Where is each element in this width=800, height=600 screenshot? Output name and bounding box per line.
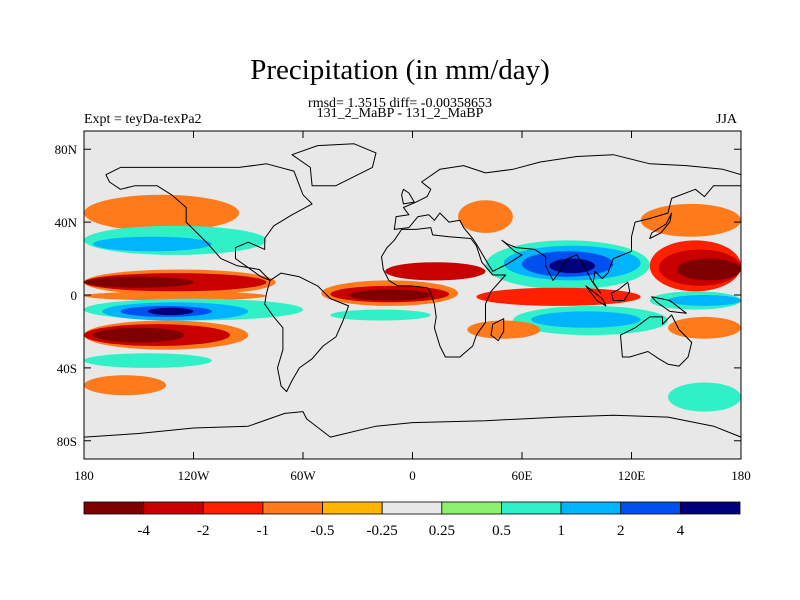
colorbar-box [381, 501, 443, 515]
coastline-africa [381, 227, 507, 358]
x-tick-label: 120E [618, 468, 646, 483]
nh-pacific-dry-band [84, 194, 240, 232]
coastline-borneo [610, 281, 631, 301]
w-pacific-dry-core [677, 258, 741, 281]
coastline-eurasia [393, 154, 741, 294]
southern-ocean-moist [668, 382, 741, 412]
mideast-dry [458, 200, 513, 234]
colorbar-label: -0.5 [311, 523, 335, 539]
sh-midlat-moist-band [84, 353, 212, 368]
nw-pacific-dry-band [640, 203, 741, 237]
sh-midlat-dry-band [84, 375, 167, 396]
eq-pacific-dry-rim [84, 291, 267, 301]
map-field [84, 131, 741, 459]
x-tick-label: 120W [178, 468, 211, 483]
x-tick-label: 180 [74, 468, 94, 483]
sh-pacific-moist-peak [147, 307, 194, 316]
colorbar-box [322, 501, 383, 515]
sahel-dry [385, 262, 486, 281]
y-tick-label: 80N [55, 142, 78, 157]
s-indian-moist-core [531, 311, 641, 328]
colorbar-label: -4 [137, 523, 150, 539]
colorbar-box [262, 501, 323, 515]
colorbar-label: 0.25 [429, 523, 455, 539]
colorbar-label: 1 [557, 523, 565, 539]
colorbar-box [83, 501, 145, 515]
colorbar: -4 -2 -1 -0.5 -0.25 0.25 0.5 1 2 4 [83, 501, 741, 539]
coastline-sumatra [585, 285, 607, 307]
y-tick-label: 0 [71, 288, 78, 303]
colorbar-label: 0.5 [492, 523, 511, 539]
coastline-antarctica [84, 411, 741, 459]
coastline-australia [620, 314, 693, 367]
colorbar-label: 2 [617, 523, 625, 539]
colorbar-label: 4 [677, 523, 685, 539]
coastline-greenland [291, 143, 377, 187]
colorbar-label: -2 [197, 523, 210, 539]
x-tick-label: 180 [731, 468, 751, 483]
colorbar-box [441, 501, 502, 515]
itcz-pacific-core [84, 276, 194, 288]
x-tick-label: 0 [409, 468, 416, 483]
colorbar-box [202, 501, 264, 515]
season-label: JJA [716, 112, 738, 127]
axes: 180 120W 60W 0 60E 120E 180 80N 40N 0 40S 80S [55, 131, 751, 483]
coastline-uk [401, 188, 415, 205]
stats-subtitle: rmsd= 1.3515 diff= -0.00358653 [308, 96, 492, 111]
w-pacific-eq-moist-core [668, 295, 741, 306]
atlantic-dry-core [348, 289, 431, 301]
coastline-south-america [264, 272, 350, 393]
coastline-japan [649, 212, 673, 239]
y-tick-label: 40S [57, 361, 77, 376]
coastline-madagascar [490, 318, 505, 342]
sw-pacific-dry [668, 316, 741, 339]
chart-title: Precipitation (in mm/day) [250, 54, 550, 86]
x-tick-label: 60E [512, 468, 533, 483]
colorbar-label: -0.25 [367, 523, 398, 539]
colorbar-box [679, 501, 741, 515]
spcz-dry-core [93, 327, 185, 343]
coastlines [84, 143, 741, 459]
experiment-label: Expt = teyDa-texPa2 [84, 112, 202, 127]
colorbar-label: -1 [257, 523, 270, 539]
y-tick-label: 80S [57, 434, 77, 449]
colorbar-box [501, 501, 562, 515]
x-tick-label: 60W [290, 468, 316, 483]
colorbar-box [143, 501, 204, 515]
y-tick-label: 40N [55, 215, 78, 230]
asian-monsoon-peak [549, 258, 595, 274]
coastline-north-america [105, 163, 313, 281]
colorbar-box [620, 501, 681, 515]
colorbar-box [560, 501, 622, 515]
nh-pacific-moist-core [93, 236, 212, 252]
s-atlantic-moist [330, 309, 431, 321]
case-name-subtitle: 131_2_MaBP - 131_2_MaBP [316, 106, 484, 121]
coastline-new-guinea [651, 296, 687, 314]
